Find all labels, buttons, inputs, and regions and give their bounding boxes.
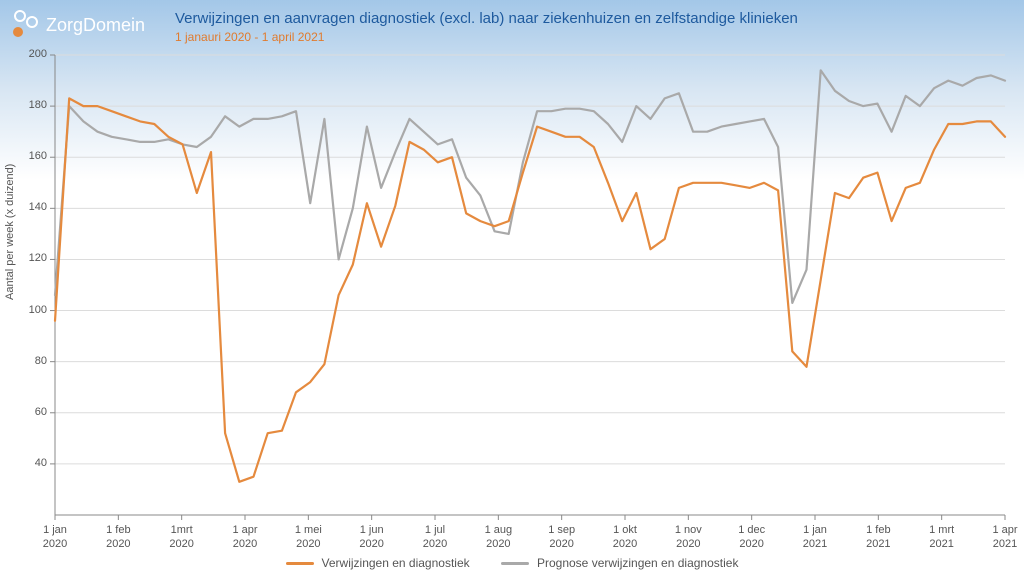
y-tick-label: 60 <box>17 406 47 418</box>
x-tick-label: 1 jul2020 <box>407 523 463 552</box>
y-tick-label: 100 <box>17 304 47 316</box>
y-tick-label: 180 <box>17 99 47 111</box>
chart-title-block: Verwijzingen en aanvragen diagnostiek (e… <box>175 10 798 44</box>
legend-item-actual: Verwijzingen en diagnostiek <box>286 556 470 570</box>
x-tick-label: 1 feb2020 <box>90 523 146 552</box>
brand-logo: ZorgDomein <box>10 8 145 42</box>
x-tick-label: 1 nov2020 <box>660 523 716 552</box>
x-tick-label: 1 jan2020 <box>27 523 83 552</box>
legend-swatch-actual <box>286 562 314 565</box>
x-tick-label: 1 mrt2021 <box>914 523 970 552</box>
brand-name: ZorgDomein <box>46 15 145 36</box>
x-tick-label: 1 apr2021 <box>977 523 1024 552</box>
y-tick-label: 140 <box>17 201 47 213</box>
legend-label-actual: Verwijzingen en diagnostiek <box>322 556 470 570</box>
x-tick-label: 1 jan2021 <box>787 523 843 552</box>
x-tick-label: 1 okt2020 <box>597 523 653 552</box>
x-tick-label: 1mrt2020 <box>154 523 210 552</box>
y-tick-label: 80 <box>17 355 47 367</box>
y-tick-label: 200 <box>17 48 47 60</box>
x-tick-label: 1 aug2020 <box>470 523 526 552</box>
logo-icon <box>10 8 40 42</box>
line-chart <box>0 0 1024 578</box>
y-tick-label: 40 <box>17 457 47 469</box>
series-line-actual <box>55 98 1005 481</box>
chart-legend: Verwijzingen en diagnostiek Prognose ver… <box>0 554 1024 571</box>
y-axis-label: Aantal per week (x duizend) <box>4 164 16 300</box>
y-tick-label: 120 <box>17 252 47 264</box>
x-tick-label: 1 apr2020 <box>217 523 273 552</box>
x-tick-label: 1 jun2020 <box>344 523 400 552</box>
y-tick-label: 160 <box>17 150 47 162</box>
chart-title: Verwijzingen en aanvragen diagnostiek (e… <box>175 10 798 27</box>
legend-item-prognosis: Prognose verwijzingen en diagnostiek <box>501 556 738 570</box>
legend-label-prognosis: Prognose verwijzingen en diagnostiek <box>537 556 738 570</box>
x-tick-label: 1 mei2020 <box>280 523 336 552</box>
legend-swatch-prognosis <box>501 562 529 565</box>
chart-subtitle: 1 janauri 2020 - 1 april 2021 <box>175 30 798 44</box>
x-tick-label: 1 feb2021 <box>850 523 906 552</box>
x-tick-label: 1 sep2020 <box>534 523 590 552</box>
series-line-prognosis <box>55 70 1005 303</box>
x-tick-label: 1 dec2020 <box>724 523 780 552</box>
